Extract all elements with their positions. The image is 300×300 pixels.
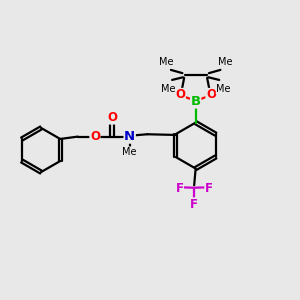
Text: O: O	[206, 88, 216, 101]
Text: Me: Me	[159, 57, 173, 67]
Text: F: F	[176, 182, 183, 195]
Text: F: F	[205, 182, 213, 195]
Text: O: O	[90, 130, 100, 143]
Text: F: F	[190, 198, 198, 211]
Text: Me: Me	[122, 147, 137, 157]
Text: O: O	[107, 111, 117, 124]
Text: N: N	[124, 130, 135, 143]
Text: B: B	[190, 95, 201, 108]
Text: Me: Me	[216, 84, 231, 94]
Text: Me: Me	[161, 84, 175, 94]
Text: O: O	[175, 88, 185, 101]
Text: Me: Me	[218, 57, 232, 67]
